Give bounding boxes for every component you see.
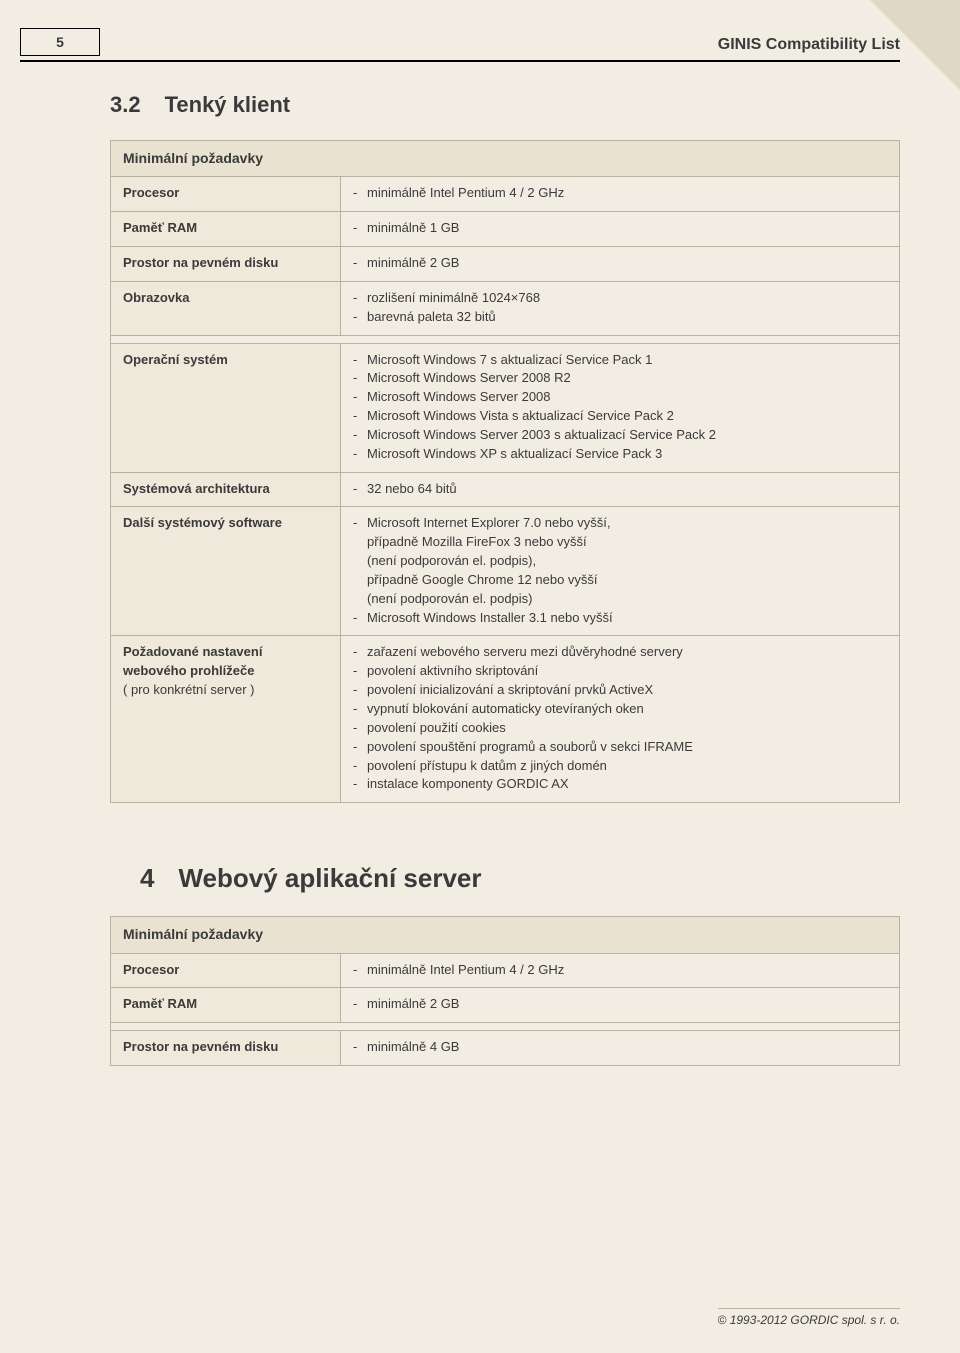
list-item: Microsoft Windows Server 2003 s aktualiz… [353,426,887,445]
section-number: 3.2 [110,92,141,118]
list-item: Microsoft Windows Server 2008 R2 [353,369,887,388]
list-item: povolení použití cookies [353,719,887,738]
page-header: 5 GINIS Compatibility List [110,28,900,56]
text: (není podporován el. podpis), [367,553,536,568]
row-value: minimálně Intel Pentium 4 / 2 GHz [341,953,900,988]
header-rule [20,60,900,62]
list-item: minimálně 1 GB [353,219,887,238]
row-value: 32 nebo 64 bitů [341,472,900,507]
list-item: instalace komponenty GORDIC AX [353,775,887,794]
page-number: 5 [56,34,64,50]
section-3-2-heading: 3.2 Tenký klient [110,92,900,118]
text: Microsoft Internet Explorer 7.0 nebo vyš… [367,515,611,530]
page-fold-decoration [870,0,960,90]
section-title: Webový aplikační server [178,863,481,894]
row-value: minimálně 2 GB [341,988,900,1023]
list-item: minimálně 2 GB [353,995,887,1014]
list-item: povolení spouštění programů a souborů v … [353,738,887,757]
obrazovka-list: rozlišení minimálně 1024×768barevná pale… [353,289,887,327]
row-label: Paměť RAM [111,988,341,1023]
row-value: Microsoft Windows 7 s aktualizací Servic… [341,343,900,472]
row-value: minimálně 1 GB [341,212,900,247]
list-item: Microsoft Windows XP s aktualizací Servi… [353,445,887,464]
section-title: Tenký klient [165,92,291,118]
row-value: minimálně Intel Pentium 4 / 2 GHz [341,177,900,212]
table-caption: Minimální požadavky [111,141,900,177]
row-label: Obrazovka [111,281,341,335]
row-value: minimálně 4 GB [341,1031,900,1066]
list-item: zařazení webového serveru mezi důvěryhod… [353,643,887,662]
list-item: Microsoft Windows Server 2008 [353,388,887,407]
text: (není podporován el. podpis) [367,591,533,606]
text: případně Mozilla FireFox 3 nebo vyšší [367,534,587,549]
row-label: Prostor na pevném disku [111,1031,341,1066]
row-label: Prostor na pevném disku [111,246,341,281]
table-caption: Minimální požadavky [111,917,900,953]
list-item: minimálně 4 GB [353,1038,887,1057]
footer-copyright: © 1993-2012 GORDIC spol. s r. o. [718,1308,900,1327]
text: ( pro konkrétní server ) [123,682,255,697]
list-item: minimálně Intel Pentium 4 / 2 GHz [353,184,887,203]
text: případně Google Chrome 12 nebo vyšší [367,572,598,587]
list-item: povolení přístupu k datům z jiných domén [353,757,887,776]
row-label: Požadované nastavení webového prohlížeče… [111,636,341,803]
row-value: zařazení webového serveru mezi důvěryhod… [341,636,900,803]
row-value: Microsoft Internet Explorer 7.0 nebo vyš… [341,507,900,636]
header-title: GINIS Compatibility List [110,36,900,56]
page-number-box: 5 [20,28,100,56]
list-item: Microsoft Windows 7 s aktualizací Servic… [353,351,887,370]
row-label: Systémová architektura [111,472,341,507]
os-list: Microsoft Windows 7 s aktualizací Servic… [353,351,887,464]
list-item: povolení inicializování a skriptování pr… [353,681,887,700]
requirements-table-4: Minimální požadavky Procesor minimálně I… [110,916,900,1066]
list-item: minimálně 2 GB [353,254,887,273]
row-value: minimálně 2 GB [341,246,900,281]
list-item: minimálně Intel Pentium 4 / 2 GHz [353,961,887,980]
row-label: Operační systém [111,343,341,472]
row-label: Procesor [111,953,341,988]
row-label: Paměť RAM [111,212,341,247]
list-item: Microsoft Internet Explorer 7.0 nebo vyš… [353,514,887,608]
list-item: barevná paleta 32 bitů [353,308,887,327]
list-item: povolení aktivního skriptování [353,662,887,681]
list-item: Microsoft Windows Installer 3.1 nebo vyš… [353,609,887,628]
list-item: Microsoft Windows Vista s aktualizací Se… [353,407,887,426]
list-item: vypnutí blokování automaticky otevíranýc… [353,700,887,719]
row-label: Procesor [111,177,341,212]
section-4-heading: 4 Webový aplikační server [140,863,900,894]
text: Požadované nastavení webového prohlížeče [123,644,262,678]
list-item: 32 nebo 64 bitů [353,480,887,499]
section-number: 4 [140,863,154,894]
row-label: Další systémový software [111,507,341,636]
browser-list: zařazení webového serveru mezi důvěryhod… [353,643,887,794]
list-item: rozlišení minimálně 1024×768 [353,289,887,308]
row-value: rozlišení minimálně 1024×768barevná pale… [341,281,900,335]
requirements-table-3-2: Minimální požadavky Procesor minimálně I… [110,140,900,803]
